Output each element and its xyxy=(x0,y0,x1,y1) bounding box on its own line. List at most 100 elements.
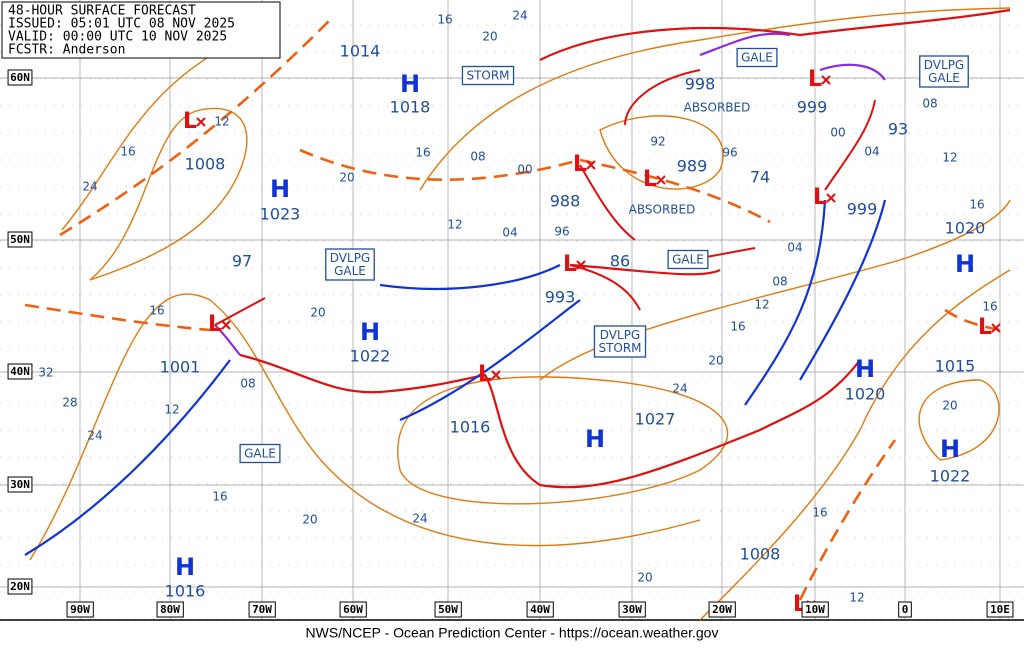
high-symbol: H xyxy=(940,435,960,463)
low-pressure: 989 xyxy=(677,157,708,176)
low-symbol: L xyxy=(208,312,222,337)
low-x xyxy=(576,260,586,270)
isobar-label: 16 xyxy=(969,198,984,212)
high-symbol: H xyxy=(270,175,290,203)
label-box xyxy=(66,601,94,618)
label-box xyxy=(434,601,462,618)
isobar-label: 16 xyxy=(415,146,430,160)
pressure-label: 93 xyxy=(888,120,908,139)
isobar-label: 12 xyxy=(164,403,179,417)
longitude-label: 10W xyxy=(805,603,825,616)
low-pressure: 999 xyxy=(797,98,828,117)
pressure-label: 86 xyxy=(610,252,630,271)
low-x xyxy=(826,193,836,203)
isobar-label: 24 xyxy=(512,9,527,23)
note: ABSORBED xyxy=(684,101,751,115)
isobar-label: 16 xyxy=(212,490,227,504)
label-box xyxy=(339,601,367,618)
warning-box xyxy=(325,248,375,281)
header-line: 48-HOUR SURFACE FORECAST xyxy=(8,4,196,19)
high-symbol: H xyxy=(175,553,195,581)
longitude-label: 70W xyxy=(252,603,272,616)
low-symbol: L xyxy=(478,362,492,387)
isobar-label: 16 xyxy=(437,13,452,27)
high-pressure: 1018 xyxy=(390,98,431,117)
low-symbol: L xyxy=(573,152,587,177)
isobar-label: 24 xyxy=(672,382,687,396)
latitude-label: 60N xyxy=(10,71,30,84)
pressure-label: 97 xyxy=(232,252,252,271)
warning-box xyxy=(593,325,647,358)
longitude-label: 90W xyxy=(70,603,90,616)
warning-label: GALE xyxy=(736,47,778,68)
low-symbol: L xyxy=(813,185,827,210)
pressure-label: 998 xyxy=(685,75,716,94)
label-box xyxy=(898,601,912,618)
label-box xyxy=(248,601,276,618)
storm-tracks xyxy=(214,69,876,326)
warning-text: GALE xyxy=(741,51,773,65)
warning-label: GALE xyxy=(239,443,281,464)
latitude-label: 50N xyxy=(10,233,30,246)
fronts xyxy=(24,8,1011,556)
isobar-label: 08 xyxy=(922,97,937,111)
label-box xyxy=(7,476,33,493)
high-symbol: H xyxy=(360,318,380,346)
header-line: VALID: 00:00 UTC 10 NOV 2025 xyxy=(8,30,227,45)
longitude-label: 10E xyxy=(990,603,1010,616)
latitude-label: 30N xyxy=(10,478,30,491)
isobar-label: 20 xyxy=(339,171,354,185)
low-x xyxy=(491,370,501,380)
isobar-label: 12 xyxy=(942,151,957,165)
low-x xyxy=(991,323,1001,333)
longitude-label: 20W xyxy=(712,603,732,616)
warning-text: GALE xyxy=(244,447,276,461)
label-box xyxy=(618,601,646,618)
isobar-label: 04 xyxy=(502,226,517,240)
longitude-label: 60W xyxy=(343,603,363,616)
high-pressure: 1027 xyxy=(635,410,676,429)
isobar-label: 12 xyxy=(447,218,462,232)
label-box xyxy=(7,231,33,248)
label-box xyxy=(7,578,33,595)
note: ABSORBED xyxy=(629,203,696,217)
warning-text: DVLPG xyxy=(330,251,370,265)
isobar-label: 16 xyxy=(730,320,745,334)
isobar-label: 96 xyxy=(722,146,737,160)
warning-text: STORM xyxy=(598,341,641,355)
label-box xyxy=(708,601,736,618)
isobar-label: 20 xyxy=(942,399,957,413)
high-pressure: 1023 xyxy=(260,205,301,224)
high-symbol: H xyxy=(400,70,420,98)
isobar-label: 12 xyxy=(754,298,769,312)
isobar-label: 16 xyxy=(120,145,135,159)
isobar-label: 28 xyxy=(62,396,77,410)
header-box xyxy=(1,1,281,59)
high-pressure: 1020 xyxy=(945,219,986,238)
low-pressure: 1008 xyxy=(740,545,781,564)
label-box xyxy=(7,69,33,86)
longitude-label: 0 xyxy=(902,603,909,616)
isobar-label: 24 xyxy=(82,180,97,194)
low-symbol: L xyxy=(563,252,577,277)
isobar-label: 16 xyxy=(149,304,164,318)
graticule xyxy=(0,0,1024,621)
low-pressure: 1008 xyxy=(185,155,226,174)
warning-text: GALE xyxy=(334,264,366,278)
isobar-label: 00 xyxy=(517,163,532,177)
longitude-label: 30W xyxy=(622,603,642,616)
low-symbol: L xyxy=(978,315,992,340)
isobar-label: 20 xyxy=(302,513,317,527)
warning-label: GALE xyxy=(667,249,709,270)
low-pressure: 1015 xyxy=(935,357,976,376)
label-box xyxy=(801,601,829,618)
label-box xyxy=(526,601,554,618)
isobar-label: 04 xyxy=(864,145,879,159)
warning-box xyxy=(667,249,709,270)
longitude-label: 40W xyxy=(530,603,550,616)
isobar-label: 12 xyxy=(849,591,864,605)
high-pressure: 1016 xyxy=(165,582,206,601)
